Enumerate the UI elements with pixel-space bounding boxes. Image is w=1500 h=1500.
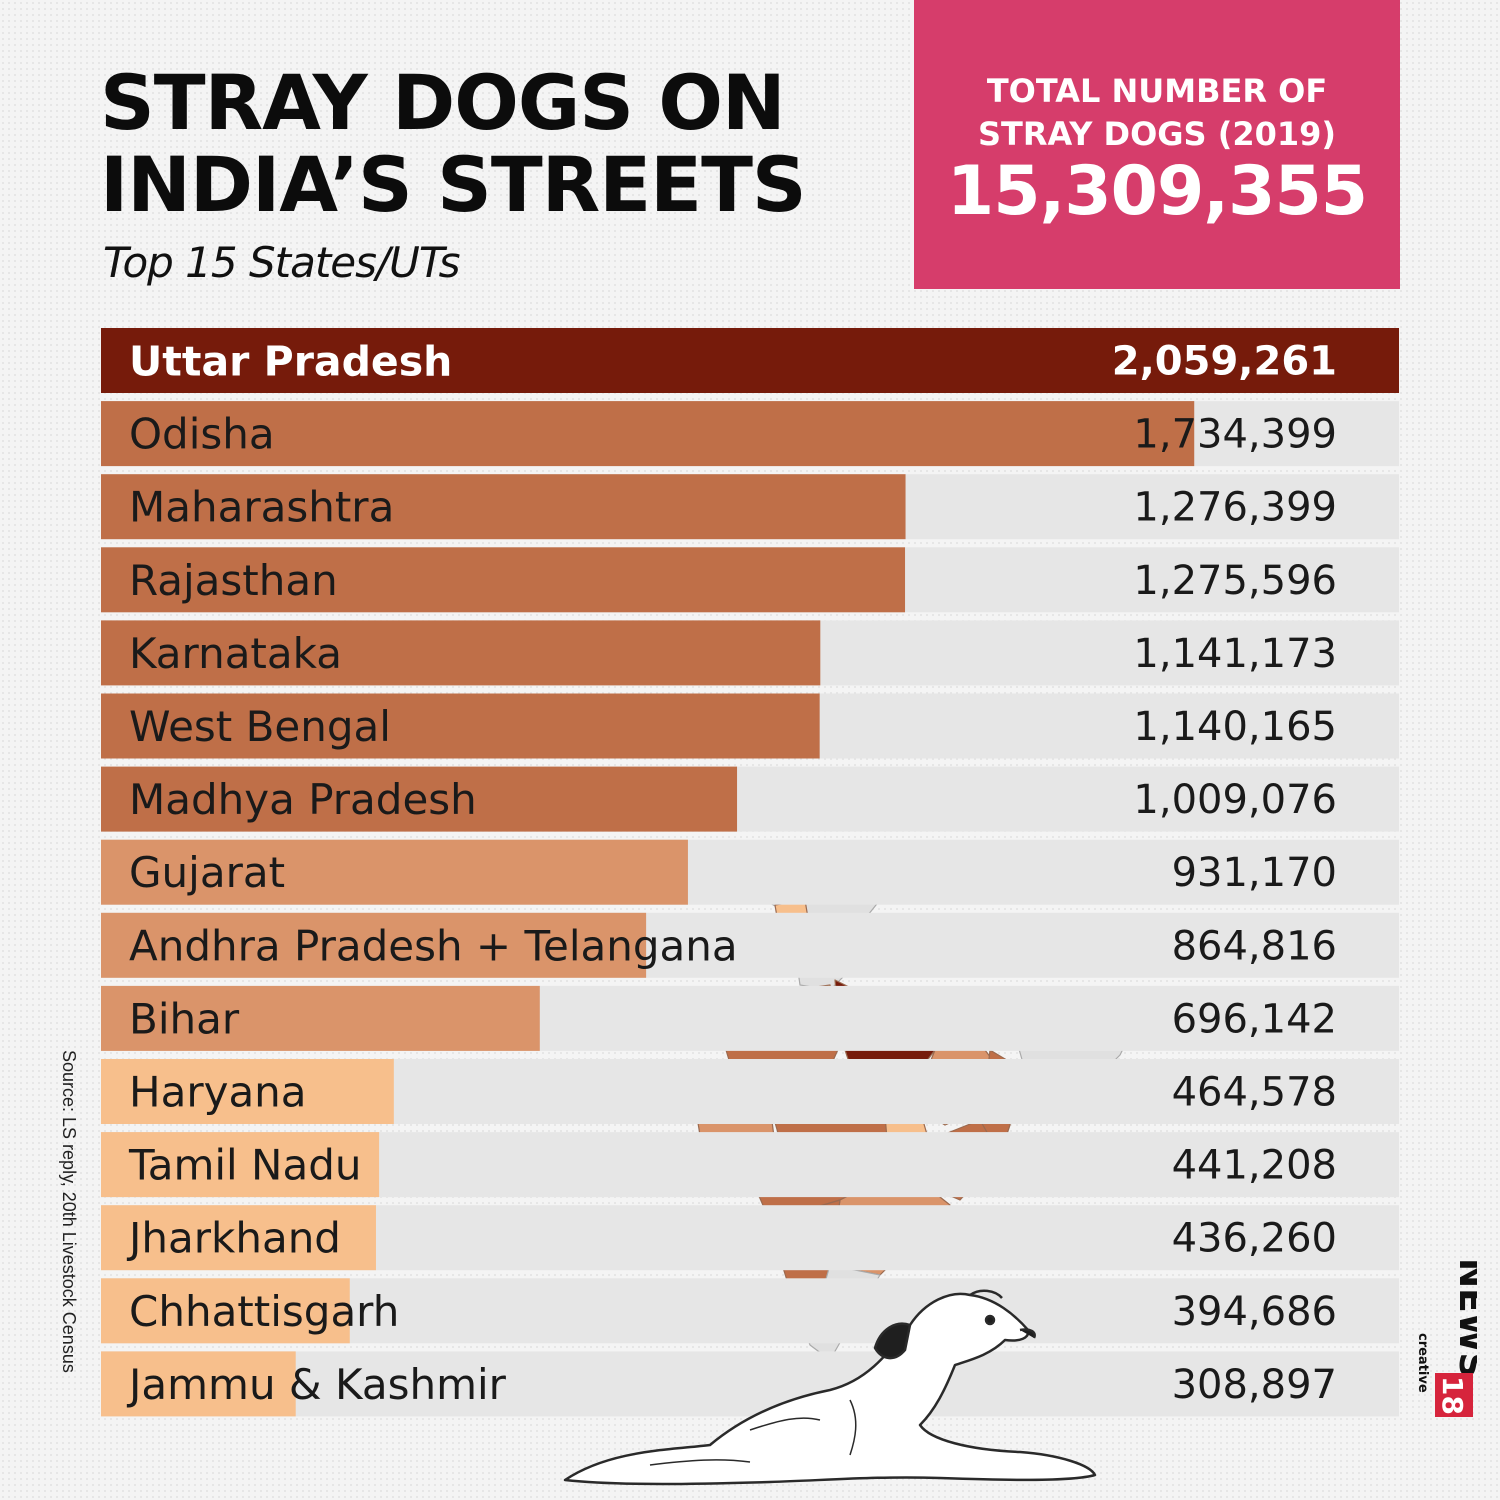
title-line-1: STRAY DOGS ON <box>100 58 786 147</box>
bar-value-label: 1,141,173 <box>1133 631 1337 677</box>
bar-row: Karnataka 1,141,173 <box>101 620 1399 686</box>
bar-row: Odisha 1,734,399 <box>101 401 1399 467</box>
bar-value-label: 2,059,261 <box>1112 339 1337 385</box>
chart-title: STRAY DOGS ON INDIA’S STREETS <box>100 62 880 226</box>
bar-value-label: 864,816 <box>1172 923 1337 969</box>
logo-tag: creative <box>1415 1333 1430 1393</box>
dog-illustration <box>563 1289 1097 1486</box>
bar-value-label: 394,686 <box>1172 1289 1337 1335</box>
bar <box>101 766 738 832</box>
chart-subtitle: Top 15 States/UTs <box>103 238 460 287</box>
bar <box>101 1205 376 1271</box>
bar <box>101 912 647 978</box>
bar <box>101 620 821 686</box>
logo-word: NEWS <box>1451 1258 1477 1378</box>
news18-logo: NEWS 18 creative <box>1415 1258 1477 1417</box>
bar-row: Rajasthan 1,275,596 <box>101 547 1399 613</box>
bar <box>101 547 906 613</box>
bar-row: Maharashtra 1,276,399 <box>101 474 1399 540</box>
bar-track <box>101 1351 1399 1417</box>
bar-value-label: 308,897 <box>1172 1362 1337 1408</box>
bar-row: Jammu & Kashmir 308,897 <box>101 1351 1399 1417</box>
bar-category-label: Jammu & Kashmir <box>126 1360 507 1409</box>
bar-category-label: West Bengal <box>129 702 391 751</box>
bar-category-label: Uttar Pradesh <box>129 338 452 386</box>
bar <box>101 474 906 540</box>
bar-row: Gujarat 931,170 <box>101 839 1399 905</box>
bar-category-label: Karnataka <box>129 629 342 678</box>
bar <box>101 1351 296 1417</box>
total-value: 15,309,355 <box>946 152 1368 231</box>
bar-value-label: 441,208 <box>1172 1143 1337 1189</box>
bar <box>101 839 688 905</box>
bar-row: Andhra Pradesh + Telangana 864,816 <box>101 912 1399 978</box>
bar-category-label: Madhya Pradesh <box>129 775 477 824</box>
bar-category-label: Bihar <box>129 994 240 1043</box>
bar-category-label: Gujarat <box>129 848 285 897</box>
bar-value-label: 436,260 <box>1172 1216 1337 1262</box>
bar-category-label: Haryana <box>129 1068 307 1117</box>
bar-category-label: Tamil Nadu <box>128 1141 361 1190</box>
bar-row: Jharkhand 436,260 <box>101 1205 1399 1271</box>
bar-value-label: 1,276,399 <box>1133 485 1337 531</box>
bar-row: Chhattisgarh 394,686 <box>101 1278 1399 1344</box>
bar-category-label: Chhattisgarh <box>129 1287 399 1336</box>
bar <box>101 1059 394 1124</box>
bar-row: West Bengal 1,140,165 <box>101 693 1399 759</box>
logo-number: 18 <box>1436 1376 1469 1415</box>
bar <box>101 328 1399 393</box>
bar <box>101 693 820 759</box>
bar-value-label: 1,140,165 <box>1133 704 1337 750</box>
total-label-line-1: TOTAL NUMBER OF <box>986 72 1328 110</box>
bar <box>101 1132 380 1198</box>
bar-value-label: 931,170 <box>1172 850 1337 896</box>
bar-value-label: 464,578 <box>1172 1070 1337 1116</box>
bar <box>101 985 540 1051</box>
title-line-2: INDIA’S STREETS <box>100 140 807 229</box>
bar <box>101 1278 350 1344</box>
bar-value-label: 1,734,399 <box>1133 412 1337 458</box>
bar-category-label: Maharashtra <box>129 483 394 532</box>
bar-row: Bihar 696,142 <box>101 985 1399 1051</box>
bar-value-label: 1,275,596 <box>1133 558 1337 604</box>
bar <box>101 401 1195 467</box>
bar-value-label: 696,142 <box>1172 996 1337 1042</box>
total-label-line-2: STRAY DOGS (2019) <box>977 115 1337 153</box>
bar-row: Tamil Nadu 441,208 <box>101 1132 1399 1198</box>
bar-category-label: Rajasthan <box>129 556 338 605</box>
bar-category-label: Jharkhand <box>126 1214 341 1263</box>
bar-category-label: Odisha <box>129 410 275 459</box>
bar-row: Madhya Pradesh 1,009,076 <box>101 766 1399 832</box>
source-note: Source: LS reply, 20th Livestock Census <box>59 1050 79 1373</box>
bar-row: Haryana 464,578 <box>101 1059 1399 1124</box>
total-panel: TOTAL NUMBER OF STRAY DOGS (2019) 15,309… <box>914 0 1400 289</box>
bar-value-label: 1,009,076 <box>1133 777 1337 823</box>
bar-row: Uttar Pradesh 2,059,261 <box>101 328 1399 393</box>
bar-category-label: Andhra Pradesh + Telangana <box>129 921 738 970</box>
total-label: TOTAL NUMBER OF STRAY DOGS (2019) <box>914 70 1400 156</box>
